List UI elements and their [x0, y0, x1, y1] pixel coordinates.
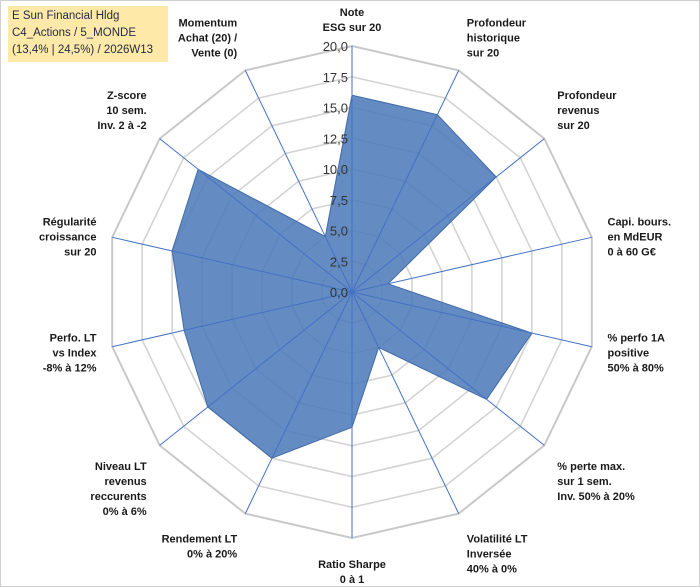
- axis-label-line: en MdEUR: [608, 232, 663, 244]
- axis-label-line: revenus: [104, 476, 146, 488]
- radial-tick-label: 15,0: [323, 101, 348, 116]
- radial-tick-label: 17,5: [323, 70, 348, 85]
- axis-label-line: Inv. 2 à -2: [97, 120, 146, 132]
- axis-label: Profondeur revenus sur 20: [557, 90, 617, 132]
- axis-label-line: % perfo 1A: [608, 332, 666, 344]
- axis-label-line: 0% à 20%: [187, 548, 237, 560]
- axis-label-line: Profondeur: [467, 18, 527, 30]
- radial-tick-label: 5,0: [330, 224, 348, 239]
- axis-spoke: [351, 70, 460, 293]
- axis-label-line: revenus: [557, 105, 599, 117]
- axis-label: Ratio Sharpe 0 à 1: [318, 559, 386, 586]
- axis-label-line: Z-score: [107, 90, 147, 102]
- axis-label-line: Régularité: [43, 217, 97, 229]
- radial-tick-label: 0,0: [330, 285, 348, 300]
- axis-label-line: Perfo. LT: [50, 332, 97, 344]
- axis-label-line: sur 20: [557, 120, 589, 132]
- radial-tick-label: 12,5: [323, 131, 348, 146]
- axis-label-line: sur 20: [467, 48, 499, 60]
- axis-label: % perfo 1A positive 50% à 80%: [608, 332, 666, 374]
- axis-label-line: Profondeur: [557, 90, 617, 102]
- axis-label-line: sur 20: [64, 247, 96, 259]
- title-line-2: C4_Actions / 5_MONDE: [12, 27, 136, 39]
- axis-label: % perte max. sur 1 sem. Inv. 50% à 20%: [557, 461, 635, 503]
- axis-label-line: Inv. 50% à 20%: [557, 491, 635, 503]
- spoke-layer: [112, 46, 592, 538]
- axis-label-line: 0% à 6%: [103, 506, 147, 518]
- axis-spoke: [244, 70, 353, 293]
- axis-label-line: Inversée: [467, 548, 512, 560]
- axis-label: Niveau LT revenus reccurents 0% à 6%: [90, 461, 147, 518]
- axis-label: Perfo. LT vs Index -8% à 12%: [43, 332, 98, 374]
- axis-label: Momentum Achat (20) / Vente (0): [178, 18, 238, 60]
- tick-layer: 0,0 2,5 5,0 7,5 10,0 12,5 15,0 17,5 20,0: [323, 39, 348, 300]
- axis-label-line: Ratio Sharpe: [318, 559, 386, 571]
- axis-label: Régularité croissance sur 20: [39, 217, 96, 259]
- axis-label-line: Vente (0): [191, 48, 237, 60]
- axis-label-line: croissance: [39, 232, 96, 244]
- axis-label-line: ESG sur 20: [323, 22, 382, 34]
- axis-spoke: [351, 138, 545, 293]
- axis-label-line: 10 sem.: [106, 105, 146, 117]
- axis-spoke: [159, 291, 353, 446]
- axis-label-line: -8% à 12%: [43, 362, 97, 374]
- axis-label: Volatilité LT Inversée 40% à 0%: [467, 533, 528, 575]
- axis-spoke: [351, 291, 592, 348]
- axis-label-line: Capi. bours.: [608, 217, 672, 229]
- axis-label: Note ESG sur 20: [323, 7, 382, 34]
- chart-title-box: E Sun Financial Hldg C4_Actions / 5_MOND…: [8, 6, 168, 62]
- axis-label-line: Achat (20) /: [178, 33, 237, 45]
- axis-label-line: 40% à 0%: [467, 563, 517, 575]
- radial-tick-label: 10,0: [323, 162, 348, 177]
- axis-label-line: Volatilité LT: [467, 533, 528, 545]
- axis-label-line: vs Index: [52, 347, 97, 359]
- axis-label-line: sur 1 sem.: [557, 476, 611, 488]
- axis-label-line: Momentum: [179, 18, 238, 30]
- title-line-1: E Sun Financial Hldg: [12, 10, 120, 22]
- axis-label-line: 0 à 60 G€: [608, 247, 656, 259]
- axis-label: Z-score 10 sem. Inv. 2 à -2: [97, 90, 146, 132]
- axis-spoke: [112, 291, 353, 348]
- axis-label-line: Rendement LT: [162, 533, 238, 545]
- radial-tick-label: 7,5: [330, 193, 348, 208]
- label-layer: Note ESG sur 20 Profondeur historique sur 20…: [39, 7, 671, 586]
- axis-spoke: [244, 291, 353, 514]
- axis-label-line: 50% à 80%: [608, 362, 664, 374]
- axis-spoke: [351, 291, 545, 446]
- axis-label-line: positive: [608, 347, 650, 359]
- radial-tick-label: 2,5: [330, 254, 348, 269]
- title-line-3: (13,4% | 24,5%) / 2026W13: [12, 44, 154, 56]
- axis-spoke: [351, 291, 460, 514]
- axis-label: Profondeur historique sur 20: [467, 18, 527, 60]
- axis-label-line: Niveau LT: [95, 461, 147, 473]
- axis-spoke: [159, 138, 353, 293]
- radial-tick-label: 20,0: [323, 39, 348, 54]
- axis-label-line: 0 à 1: [340, 574, 364, 586]
- axis-label-line: historique: [467, 33, 520, 45]
- axis-label-line: % perte max.: [557, 461, 625, 473]
- axis-label: Rendement LT 0% à 20%: [162, 533, 238, 560]
- axis-label-line: Note: [340, 7, 364, 19]
- axis-label-line: reccurents: [90, 491, 146, 503]
- axis-label: Capi. bours. en MdEUR 0 à 60 G€: [608, 217, 672, 259]
- axis-spoke: [351, 236, 592, 293]
- axis-spoke: [112, 236, 353, 293]
